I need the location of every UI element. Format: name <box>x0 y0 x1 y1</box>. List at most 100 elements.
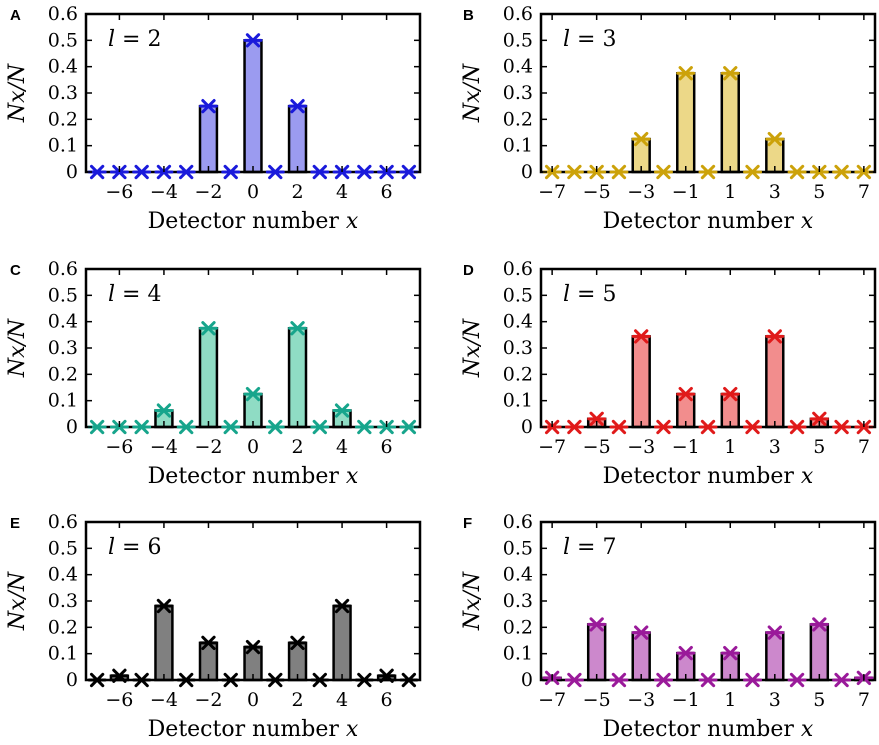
data-point <box>609 672 629 688</box>
y-tick-label: 0.5 <box>48 29 78 51</box>
y-tick-label: 0.5 <box>503 29 533 51</box>
y-axis-label: Nx/N <box>460 63 485 123</box>
panel-d: D 0 0.1 0.2 0.3 0.4 0.5 0.6 −7 −5 −3 −1 1 3 5 7 Detector… <box>460 258 877 489</box>
marker-stroke <box>290 321 305 336</box>
bar <box>720 72 740 174</box>
marker-stroke <box>634 329 649 344</box>
x-tick-label: 0 <box>247 181 259 203</box>
x-tick-label: −7 <box>538 689 566 711</box>
data-point <box>787 672 807 688</box>
data-point <box>698 419 718 435</box>
data-point <box>676 66 696 81</box>
data-point <box>198 321 218 336</box>
y-tick-label: 0.3 <box>48 590 78 612</box>
x-tick-label: 1 <box>724 181 736 203</box>
y-axis-label: Nx/N <box>460 318 485 378</box>
x-axis-label-text: Detector number <box>148 209 346 234</box>
marker-stroke <box>156 598 172 614</box>
marker-stroke <box>634 131 649 147</box>
data-point <box>765 625 785 640</box>
x-axis-label-text: Detector number <box>148 717 346 742</box>
marker-stroke <box>89 419 105 435</box>
panel-letter: F <box>463 515 472 532</box>
y-tick-label: 0 <box>66 669 78 691</box>
marker-stroke <box>134 419 149 435</box>
marker-stroke <box>745 164 760 180</box>
l-number: 4 <box>147 282 161 307</box>
x-axis-label-var: x <box>801 209 814 234</box>
x-tick-label: 3 <box>769 689 781 711</box>
x-tick-label: 3 <box>769 181 781 203</box>
x-axis-label: Detector number x <box>603 209 814 234</box>
bar <box>765 335 785 429</box>
data-point <box>354 672 374 688</box>
marker-stroke <box>678 645 693 661</box>
y-tick-label: 0 <box>521 416 533 438</box>
y-tick-label: 0.3 <box>48 337 78 359</box>
l-equals: = <box>115 282 147 307</box>
marker-stroke <box>89 672 105 688</box>
x-tick-label: 5 <box>813 689 825 711</box>
l-variable: l <box>563 27 570 52</box>
y-tick-label: 0.4 <box>48 56 78 78</box>
bar <box>676 72 696 174</box>
y-tick-label: 0 <box>66 416 78 438</box>
x-tick-label: −5 <box>583 689 611 711</box>
x-tick-label: −3 <box>627 181 655 203</box>
data-point <box>587 411 607 426</box>
marker-stroke <box>268 672 283 688</box>
data-point <box>243 639 263 655</box>
data-point <box>631 131 651 147</box>
l-value-label: l = 7 <box>563 535 616 560</box>
panel-letter: D <box>463 262 474 279</box>
x-tick-label: 5 <box>813 436 825 458</box>
marker-stroke <box>357 164 372 180</box>
data-point <box>809 617 829 632</box>
marker-stroke <box>789 419 805 435</box>
data-point <box>154 403 174 418</box>
x-tick-label: −1 <box>672 181 700 203</box>
x-tick-label: 6 <box>381 436 393 458</box>
data-point <box>720 386 740 402</box>
l-number: 5 <box>602 282 616 307</box>
l-number: 2 <box>147 27 161 52</box>
x-axis-label-var: x <box>346 209 359 234</box>
y-tick-label: 0.1 <box>503 135 533 157</box>
l-value-label: l = 3 <box>563 27 616 52</box>
marker-stroke <box>223 419 238 435</box>
x-tick-label: 2 <box>291 689 303 711</box>
y-axis-label: Nx/N <box>460 571 485 631</box>
y-tick-label: 0.3 <box>503 337 533 359</box>
panel-letter: C <box>10 262 21 279</box>
x-axis-label: Detector number x <box>148 464 359 489</box>
data-point <box>288 635 308 651</box>
x-tick-label: −4 <box>150 436 178 458</box>
bar <box>332 604 352 682</box>
l-equals: = <box>115 535 147 560</box>
data-point <box>743 419 763 435</box>
data-point <box>332 598 352 614</box>
data-point <box>198 635 218 651</box>
data-point <box>609 419 629 435</box>
data-point <box>676 386 696 402</box>
x-tick-label: 6 <box>381 689 393 711</box>
marker-stroke <box>567 419 582 435</box>
marker-stroke <box>89 164 105 180</box>
x-tick-label: 2 <box>291 181 303 203</box>
x-tick-label: 3 <box>769 436 781 458</box>
x-axis-label: Detector number x <box>148 717 359 742</box>
marker-stroke <box>245 33 261 48</box>
marker-stroke <box>245 639 261 655</box>
marker-stroke <box>611 672 627 688</box>
y-tick-label: 0.1 <box>48 390 78 412</box>
data-point <box>587 617 607 632</box>
marker-stroke <box>656 419 671 435</box>
marker-stroke <box>834 672 849 688</box>
marker-stroke <box>201 99 216 114</box>
data-point <box>132 672 152 688</box>
marker-stroke <box>134 164 149 180</box>
data-point <box>631 329 651 344</box>
data-point <box>265 419 285 435</box>
x-axis-label-text: Detector number <box>603 209 801 234</box>
data-point <box>765 131 785 147</box>
